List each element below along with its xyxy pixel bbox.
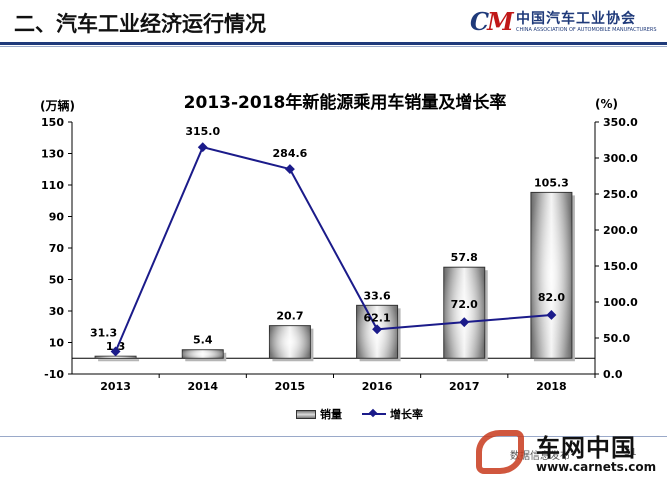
x-tick-label: 2014 [187,380,218,393]
y-tick-label-right: 0.0 [603,368,623,381]
bar-highlight [530,192,572,359]
growth-value-label: 284.6 [273,147,308,160]
growth-line [114,146,552,352]
y-tick-label-left: -10 [44,368,64,381]
caam-logo: CM 中国汽车工业协会 CHINA ASSOCIATION OF AUTOMOB… [470,6,660,40]
y-tick-label-left: 130 [41,148,64,161]
watermark-url: www.carnets.com [536,460,657,474]
legend-item-sales: 销量 [296,406,342,422]
x-tick-label: 2017 [449,380,480,393]
bar-highlight [443,267,485,359]
legend-line-swatch-icon [362,410,386,418]
header-divider [0,42,667,45]
bar-value-label: 5.4 [193,334,213,347]
y-tick-label-right: 50.0 [603,332,630,345]
growth-value-label: 72.0 [451,298,478,311]
watermark: 车网中国 www.carnets.com [470,428,667,481]
y-axis-unit-right: (%) [595,97,618,111]
watermark-title: 车网中国 [536,434,636,462]
growth-point [197,142,208,153]
y-tick-label-right: 350.0 [603,116,638,129]
growth-point [546,310,557,320]
y-axis-unit-left: (万辆) [40,99,75,113]
growth-value-label: 62.1 [364,311,391,324]
logo-subtitle: CHINA ASSOCIATION OF AUTOMOBILE MANUFACT… [516,27,657,33]
bar-value-label: 105.3 [534,176,569,189]
bar-shadow [98,359,140,362]
growth-point [459,317,470,328]
bar-value-label: 57.8 [451,251,478,264]
legend-item-growth: 增长率 [362,406,423,422]
logo-text: 中国汽车工业协会 [516,11,636,27]
y-tick-label-left: 30 [49,305,65,318]
caam-logo-icon: CM [470,7,514,36]
y-tick-label-left: 50 [49,274,65,287]
bar-value-label: 20.7 [276,310,303,323]
legend-label-growth: 增长率 [390,408,423,421]
y-tick-label-right: 150.0 [603,260,638,273]
y-tick-label-right: 250.0 [603,188,638,201]
y-tick-label-left: 150 [41,116,64,129]
growth-value-label: 31.3 [90,326,117,339]
bar-value-label: 33.6 [364,289,391,302]
chart-title: 2013-2018年新能源乘用车销量及增长率 [183,93,507,113]
x-tick-label: 2018 [536,380,567,393]
growth-point [284,164,295,175]
bar-highlight [182,349,224,359]
y-tick-label-left: 110 [41,179,64,192]
header: 二、汽车工业经济运行情况 CM 中国汽车工业协会 CHINA ASSOCIATI… [0,0,667,48]
y-tick-label-right: 100.0 [603,296,638,309]
footer-text: 数据信息发布 [510,451,570,462]
y-tick-label-left: 90 [49,211,65,224]
y-tick-label-left: 10 [49,337,65,350]
watermark-logo-icon [476,430,524,474]
x-tick-label: 2016 [362,380,393,393]
legend-bar-swatch-icon [296,409,316,419]
x-tick-label: 2013 [100,380,131,393]
footer-divider [0,436,667,437]
page-number: 31 [624,447,637,458]
growth-value-label: 82.0 [538,291,565,304]
y-tick-label-left: 70 [49,242,65,255]
growth-point [372,324,383,335]
growth-value-label: 315.0 [185,125,220,138]
bar-highlight [269,325,311,359]
y-tick-label-right: 300.0 [603,152,638,165]
header-divider-thin [0,46,667,47]
section-title: 二、汽车工业经济运行情况 [14,12,266,36]
y-tick-label-right: 200.0 [603,224,638,237]
bar-highlight [95,356,137,359]
legend-label-sales: 销量 [320,408,342,421]
x-tick-label: 2015 [275,380,306,393]
